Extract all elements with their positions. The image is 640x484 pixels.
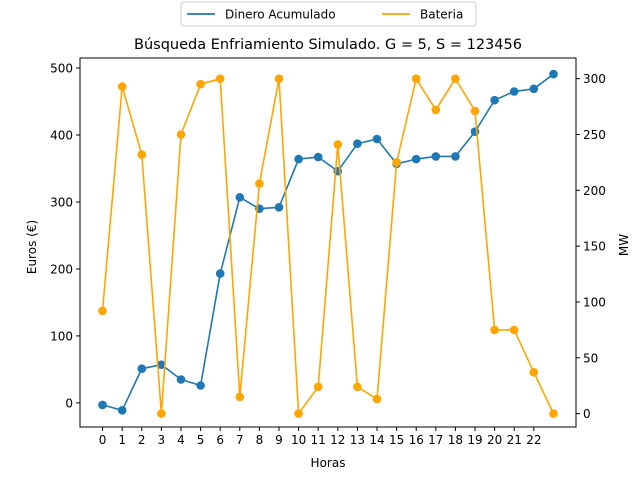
x-tick-label: 20 [487,433,502,447]
x-tick-label: 13 [350,433,365,447]
data-point-bateria [215,74,225,83]
data-point-bateria [509,325,519,335]
data-point-bateria [451,74,460,83]
left-y-tick-label: 400 [50,129,73,143]
data-point-bateria [431,105,441,115]
plot-frame [79,57,577,428]
data-point-dinero [196,381,205,390]
legend-label-bateria: Bateria [420,8,463,22]
data-point-bateria [235,392,245,402]
data-point-dinero [470,127,480,136]
x-tick-label: 1 [118,433,126,447]
data-point-bateria [470,106,480,116]
data-point-bateria [411,74,421,83]
x-tick-label: 14 [369,433,384,447]
data-point-dinero [274,203,284,212]
x-tick-label: 5 [197,433,205,447]
right-y-tick-label: 200 [583,184,606,198]
data-point-dinero [372,134,382,144]
legend-frame [180,1,477,27]
data-point-bateria [176,130,186,139]
data-point-bateria [353,382,362,392]
data-point-bateria [196,79,205,89]
legend: Dinero Acumulado Bateria [180,1,477,27]
right-y-tick-label: 0 [583,407,591,421]
data-point-dinero [353,139,362,148]
data-point-dinero [431,152,441,161]
data-point-bateria [392,158,401,167]
x-tick-label: 16 [409,433,424,447]
left-y-tick-label: 300 [50,195,73,209]
data-point-bateria [255,179,264,188]
x-tick-label: 15 [389,433,404,447]
x-tick-label: 4 [177,433,185,447]
data-point-dinero [176,375,186,384]
x-tick-label: 6 [216,433,224,447]
right-y-tick-label: 100 [583,295,606,309]
right-y-tick-label: 50 [583,351,598,365]
data-point-bateria [137,150,147,159]
data-point-bateria [274,74,284,83]
x-tick-label: 17 [428,433,443,447]
x-tick-label: 11 [311,433,326,447]
x-tick-label: 9 [275,433,283,447]
right-y-tick-label: 150 [583,240,606,254]
data-point-dinero [294,154,303,164]
x-tick-label: 8 [256,433,264,447]
legend-label-dinero: Dinero Acumulado [225,8,336,22]
x-tick-label: 21 [507,433,522,447]
data-point-bateria [157,409,166,418]
x-tick-label: 12 [330,433,345,447]
data-point-bateria [549,409,558,418]
data-point-dinero [549,69,558,79]
x-axis-label: Horas [311,456,346,470]
right-y-tick-label: 300 [583,72,606,86]
data-point-dinero [490,95,499,105]
left-y-tick-label: 500 [50,62,73,76]
data-point-dinero [529,84,539,94]
data-point-dinero [137,364,147,374]
left-axis-label: Euros (€) [25,220,39,274]
data-point-dinero [411,154,421,164]
x-tick-label: 18 [448,433,463,447]
left-y-tick-label: 100 [50,329,73,343]
x-tick-label: 3 [158,433,166,447]
right-axis-label: MW [617,234,631,256]
left-y-tick-label: 0 [65,396,73,410]
data-point-bateria [490,325,499,335]
data-point-bateria [294,409,303,418]
x-tick-label: 22 [526,433,541,447]
series-line-bateria [101,77,555,415]
data-point-dinero [98,400,107,410]
x-tick-label: 2 [138,433,146,447]
data-point-dinero [117,406,127,415]
data-point-dinero [235,193,245,202]
data-point-dinero [215,269,225,278]
data-point-bateria [98,306,107,316]
chart-title: Búsqueda Enfriamiento Simulado. G = 5, S… [134,37,522,53]
x-tick-label: 0 [99,433,107,447]
data-point-dinero [157,360,166,370]
data-point-bateria [529,368,539,377]
right-y-tick-label: 250 [583,128,606,142]
data-point-dinero [451,152,460,161]
left-y-tick-label: 200 [50,262,73,276]
data-point-bateria [313,382,323,392]
x-tick-label: 7 [236,433,244,447]
x-tick-label: 10 [291,433,306,447]
data-point-dinero [313,152,323,162]
data-point-bateria [333,140,343,149]
data-point-dinero [509,87,519,96]
data-point-bateria [372,394,382,404]
x-tick-label: 19 [467,433,482,447]
data-point-bateria [117,82,127,91]
